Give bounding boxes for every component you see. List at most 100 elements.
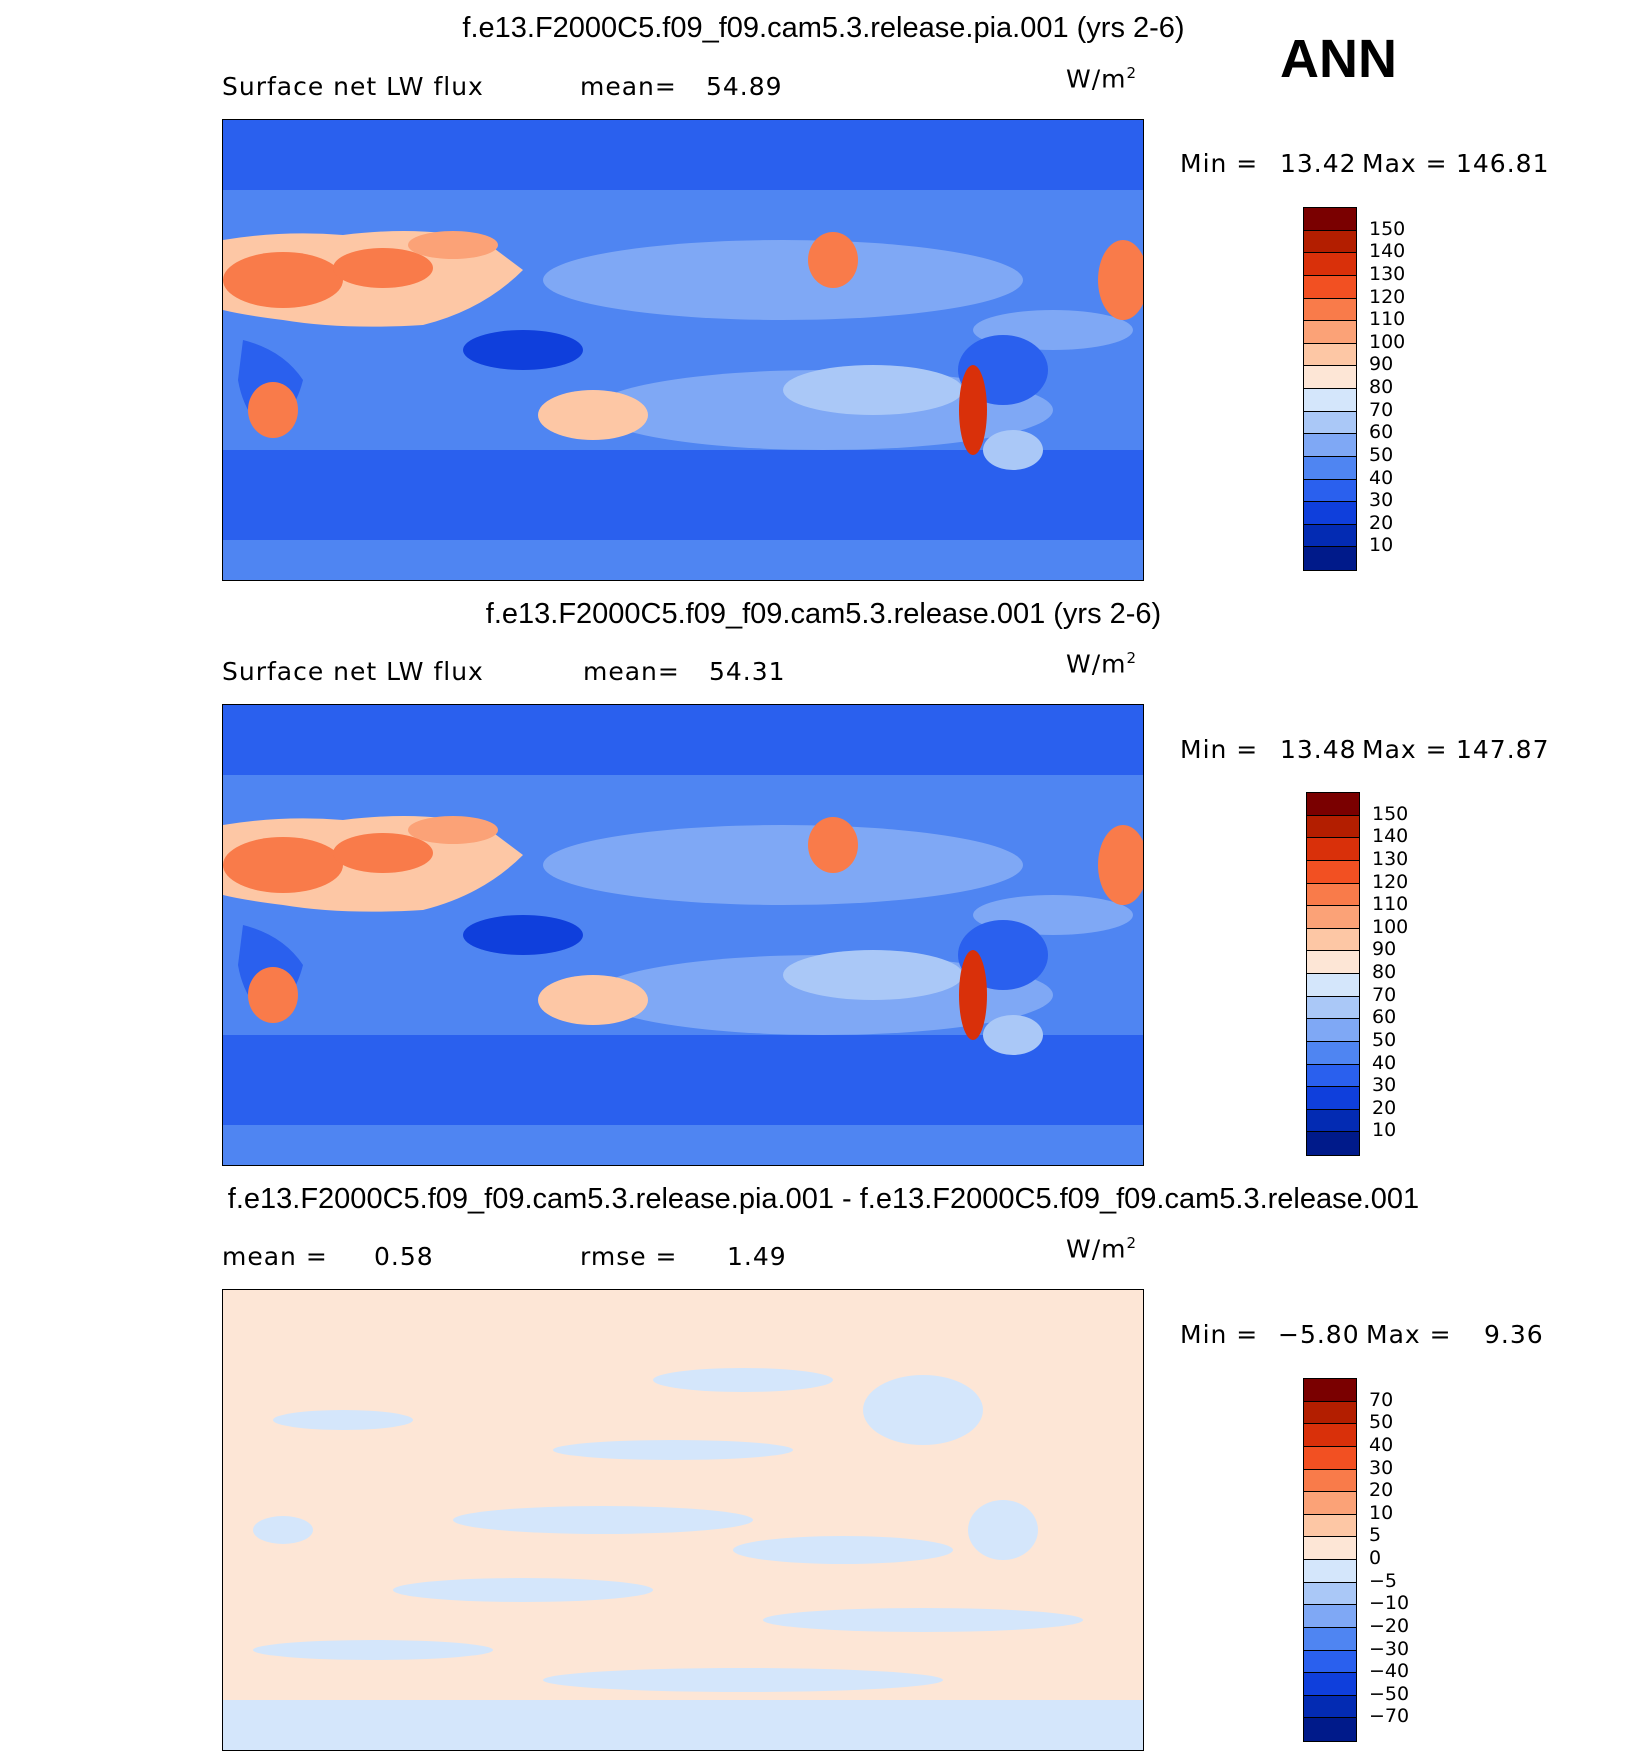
panel2-min-value: 13.48 [1280,735,1357,764]
colorbar-swatch [1304,1446,1356,1470]
panel3-units: W/m2 [1066,1234,1138,1264]
colorbar-swatch [1307,1132,1359,1155]
colorbar-swatch [1304,1492,1356,1515]
colorbar-tick-label: 140 [1369,240,1406,263]
season-label: ANN [1280,29,1397,89]
colorbar-tick-label: 5 [1369,1524,1382,1547]
colorbar-swatch [1307,1109,1359,1133]
colorbar-swatch [1307,1041,1359,1065]
colorbar-tick-label: 20 [1369,1479,1394,1502]
panel2-map-field [223,705,1143,1165]
colorbar-tick-label: −5 [1369,1569,1398,1592]
colorbar-tick-label: 150 [1372,802,1409,825]
colorbar-tick-label: 10 [1369,534,1394,557]
colorbar-swatch [1307,974,1359,997]
colorbar-swatch [1307,906,1359,929]
colorbar-tick-label: 50 [1369,443,1394,466]
colorbar-tick-label: 80 [1369,376,1394,398]
colorbar-swatch [1307,1064,1359,1088]
colorbar-swatch [1304,208,1356,231]
panel2-min-label: Min = [1180,735,1259,764]
colorbar-tick-label: 30 [1369,489,1394,512]
colorbar-tick-label: 30 [1372,1074,1397,1097]
colorbar-tick-label: 20 [1372,1096,1397,1119]
panel1-variable-label: Surface net LW flux [222,72,484,101]
colorbar-tick-label: 80 [1372,961,1397,983]
colorbar-tick-label: −30 [1369,1637,1410,1660]
colorbar-swatch [1304,389,1356,412]
colorbar-tick-label: 50 [1372,1028,1397,1051]
colorbar-tick-label: 50 [1369,1411,1394,1434]
colorbar-swatch [1304,1560,1356,1583]
colorbar-swatch [1304,1627,1356,1651]
colorbar-tick-label: 140 [1372,825,1409,848]
colorbar-swatch [1304,1469,1356,1493]
panel2-units: W/m2 [1066,649,1138,679]
colorbar-swatch [1307,1087,1359,1110]
panel3-map-field [223,1290,1143,1750]
colorbar-tick-label: 30 [1369,1456,1394,1479]
panel1-min-label: Min = [1180,149,1259,178]
panel3-max-value: 9.36 [1484,1320,1544,1349]
colorbar-swatch [1304,1605,1356,1628]
colorbar-tick-label: 120 [1369,285,1406,308]
panel1-colorbar [1303,207,1357,571]
colorbar-swatch [1304,1673,1356,1696]
colorbar-swatch [1304,343,1356,367]
colorbar-swatch [1304,547,1356,570]
colorbar-swatch [1304,1537,1356,1560]
colorbar-swatch [1304,1379,1356,1402]
panel1-max-label: Max = [1362,149,1448,178]
colorbar-swatch [1307,815,1359,839]
colorbar-swatch [1304,411,1356,435]
colorbar-swatch [1304,366,1356,389]
colorbar-swatch [1307,996,1359,1020]
panel3-mean-value: 0.58 [374,1242,434,1271]
colorbar-tick-label: −40 [1369,1660,1410,1683]
colorbar-swatch [1307,793,1359,816]
panel3-map [222,1289,1144,1751]
colorbar-swatch [1307,838,1359,861]
colorbar-tick-label: 70 [1372,983,1397,1006]
panel3-title: f.e13.F2000C5.f09_f09.cam5.3.release.pia… [227,1183,1420,1215]
colorbar-swatch [1304,456,1356,480]
colorbar-swatch [1304,479,1356,503]
colorbar-swatch [1307,928,1359,952]
colorbar-tick-label: 130 [1372,847,1409,870]
colorbar-swatch [1304,1695,1356,1719]
colorbar-swatch [1304,298,1356,322]
panel1-title: f.e13.F2000C5.f09_f09.cam5.3.release.pia… [462,12,1185,44]
panel1-units: W/m2 [1066,64,1138,94]
panel2-mean-label: mean= [583,657,680,686]
colorbar-tick-label: 100 [1372,915,1409,938]
colorbar-tick-label: −70 [1369,1705,1410,1728]
colorbar-tick-label: 100 [1369,330,1406,353]
panel2-variable-label: Surface net LW flux [222,657,484,686]
panel3-colorbar [1303,1378,1357,1742]
colorbar-swatch [1304,1514,1356,1538]
panel1-max-value: 146.81 [1456,149,1550,178]
colorbar-tick-label: 70 [1369,1388,1394,1411]
colorbar-swatch [1307,1019,1359,1042]
colorbar-swatch [1304,275,1356,299]
colorbar-swatch [1304,434,1356,457]
colorbar-tick-label: 90 [1372,938,1397,961]
panel3-min-label: Min = [1180,1320,1259,1349]
colorbar-swatch [1304,1650,1356,1674]
colorbar-swatch [1304,1401,1356,1425]
panel2-colorbar [1306,792,1360,1156]
colorbar-tick-label: 20 [1369,511,1394,534]
colorbar-tick-label: 10 [1372,1119,1397,1142]
colorbar-swatch [1304,230,1356,254]
colorbar-tick-label: 40 [1372,1051,1397,1074]
colorbar-tick-label: 10 [1369,1501,1394,1524]
panel2-title: f.e13.F2000C5.f09_f09.cam5.3.release.001… [485,598,1162,630]
colorbar-swatch [1304,321,1356,344]
panel2-max-label: Max = [1362,735,1448,764]
panel2-mean-value: 54.31 [709,657,786,686]
colorbar-tick-label: 120 [1372,870,1409,893]
colorbar-swatch [1304,1718,1356,1741]
colorbar-tick-label: 150 [1369,217,1406,240]
panel1-map-field [223,120,1143,580]
colorbar-tick-label: 60 [1372,1006,1397,1029]
